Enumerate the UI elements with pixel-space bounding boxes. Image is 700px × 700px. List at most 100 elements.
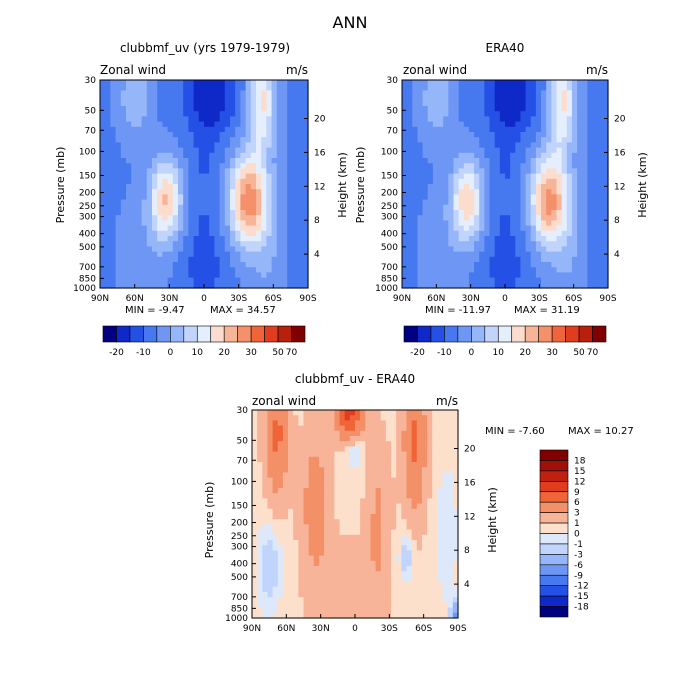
field-cell bbox=[406, 524, 413, 531]
field-cell bbox=[396, 436, 402, 442]
field-cell bbox=[131, 194, 137, 201]
field-cell bbox=[136, 282, 143, 289]
field-cell bbox=[178, 111, 184, 117]
field-cell bbox=[597, 210, 604, 216]
field-cell bbox=[412, 215, 419, 221]
field-cell bbox=[551, 210, 558, 216]
field-cell bbox=[172, 241, 179, 247]
field-cell bbox=[535, 246, 542, 253]
field-cell bbox=[406, 488, 413, 494]
field-cell bbox=[313, 467, 320, 473]
field-cell bbox=[297, 262, 304, 268]
field-cell bbox=[515, 106, 522, 112]
field-cell bbox=[421, 410, 428, 416]
field-cell bbox=[131, 220, 137, 227]
field-cell bbox=[193, 282, 200, 289]
field-cell bbox=[546, 85, 552, 91]
field-cell bbox=[447, 415, 454, 421]
field-cell bbox=[152, 277, 158, 284]
field-cell bbox=[334, 446, 341, 453]
field-cell bbox=[209, 220, 215, 227]
field-cell bbox=[407, 277, 413, 284]
field-cell bbox=[271, 189, 278, 195]
field-cell bbox=[427, 477, 433, 484]
field-cell bbox=[355, 508, 361, 515]
field-cell bbox=[577, 95, 583, 102]
field-cell bbox=[282, 277, 288, 284]
field-cell bbox=[183, 126, 189, 133]
field-cell bbox=[303, 555, 310, 562]
field-cell bbox=[344, 576, 351, 583]
field-cell bbox=[422, 210, 429, 216]
field-cell bbox=[193, 80, 200, 86]
field-cell bbox=[561, 137, 568, 143]
field-cell bbox=[489, 163, 496, 169]
field-cell bbox=[546, 241, 552, 247]
field-cell bbox=[152, 230, 158, 237]
field-cell bbox=[152, 85, 158, 91]
field-cell bbox=[126, 106, 132, 112]
field-cell bbox=[370, 566, 377, 572]
field-cell bbox=[535, 116, 542, 123]
field-cell bbox=[276, 100, 283, 107]
field-cell bbox=[442, 456, 449, 463]
field-cell bbox=[510, 142, 516, 149]
field-cell bbox=[105, 184, 111, 190]
field-cell bbox=[167, 95, 174, 102]
field-cell bbox=[396, 514, 402, 520]
field-cell bbox=[556, 106, 563, 112]
field-cell bbox=[402, 184, 408, 190]
field-cell bbox=[105, 90, 111, 97]
field-cell bbox=[510, 272, 516, 279]
field-cell bbox=[261, 137, 267, 143]
field-cell bbox=[515, 158, 522, 164]
field-cell bbox=[541, 241, 547, 247]
field-cell bbox=[297, 178, 304, 185]
field-cell bbox=[252, 555, 258, 562]
field-cell bbox=[292, 121, 299, 128]
field-cell bbox=[505, 251, 511, 258]
field-cell bbox=[402, 220, 408, 227]
field-cell bbox=[252, 592, 258, 598]
field-cell bbox=[484, 147, 491, 154]
field-cell bbox=[437, 430, 444, 437]
field-cell bbox=[257, 477, 263, 484]
field-cell bbox=[172, 262, 179, 268]
field-cell bbox=[582, 199, 588, 206]
field-cell bbox=[551, 204, 558, 211]
field-cell bbox=[561, 210, 568, 216]
field-cell bbox=[432, 581, 438, 588]
field-cell bbox=[416, 602, 423, 609]
field-cell bbox=[587, 132, 594, 138]
field-cell bbox=[452, 597, 459, 603]
field-cell bbox=[110, 121, 117, 128]
field-cell bbox=[245, 236, 252, 242]
field-cell bbox=[489, 90, 496, 97]
field-cell bbox=[110, 132, 117, 138]
field-cell bbox=[240, 210, 247, 216]
field-cell bbox=[402, 204, 408, 211]
field-cell bbox=[324, 534, 330, 541]
field-cell bbox=[105, 272, 111, 279]
field-cell bbox=[438, 246, 444, 253]
field-cell bbox=[297, 246, 304, 253]
field-cell bbox=[556, 267, 563, 273]
field-cell bbox=[416, 540, 423, 546]
field-cell bbox=[402, 90, 408, 97]
field-cell bbox=[602, 272, 609, 279]
field-cell bbox=[131, 116, 137, 123]
y-tick-label: 30 bbox=[387, 76, 399, 86]
field-cell bbox=[370, 576, 377, 583]
field-cell bbox=[592, 267, 599, 273]
field-cell bbox=[105, 251, 111, 258]
field-cell bbox=[577, 184, 583, 190]
field-cell bbox=[407, 210, 413, 216]
field-cell bbox=[219, 225, 226, 232]
field-cell bbox=[380, 581, 387, 588]
field-cell bbox=[188, 158, 195, 164]
field-cell bbox=[443, 121, 449, 128]
field-cell bbox=[365, 462, 372, 468]
field-cell bbox=[209, 90, 215, 97]
field-cell bbox=[453, 137, 460, 143]
field-cell bbox=[115, 163, 122, 169]
